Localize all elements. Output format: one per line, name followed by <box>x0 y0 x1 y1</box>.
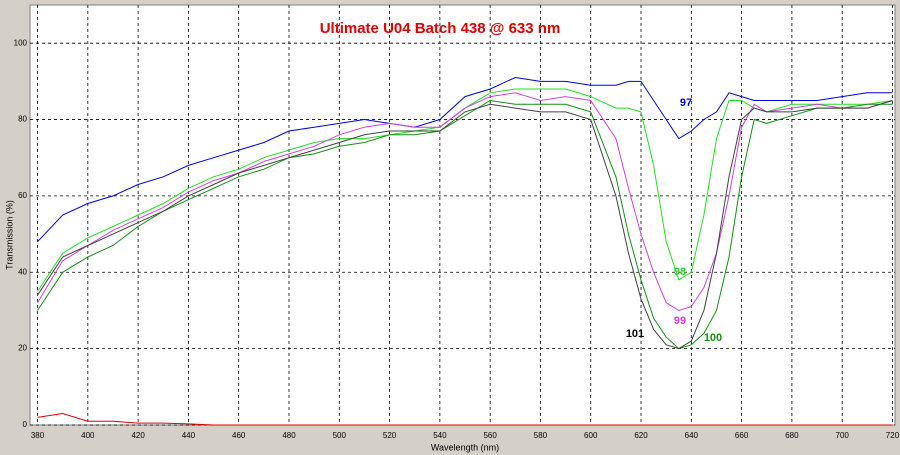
series-line <box>37 92 893 312</box>
series-line <box>37 76 893 243</box>
x-tick-label: 600 <box>584 431 598 440</box>
x-tick-label: 380 <box>31 431 45 440</box>
x-tick-label: 700 <box>836 431 850 440</box>
x-tick-label: 440 <box>182 431 196 440</box>
y-tick-label: 60 <box>18 191 27 200</box>
series-label: 101 <box>626 328 644 340</box>
x-tick-label: 540 <box>433 431 447 440</box>
x-axis-label: Wavelength (nm) <box>431 442 499 452</box>
y-tick-label: 80 <box>18 115 27 124</box>
series-line <box>37 88 893 292</box>
x-tick-label: 680 <box>785 431 799 440</box>
series-line <box>37 99 893 350</box>
x-tick-label: 420 <box>131 431 145 440</box>
plot-area <box>29 4 896 426</box>
x-tick-label: 580 <box>534 431 548 440</box>
x-tick-label: 400 <box>81 431 95 440</box>
y-tick-label: 100 <box>14 38 28 47</box>
chart-title: Ultimate U04 Batch 438 @ 633 nm <box>320 20 561 37</box>
y-tick-label: 20 <box>18 344 27 353</box>
series-line <box>37 412 893 426</box>
y-tick-label: 40 <box>18 267 27 276</box>
series-label: 97 <box>680 97 692 109</box>
series-label: 100 <box>704 332 722 344</box>
y-tick-label: 0 <box>23 420 28 429</box>
x-tick-label: 460 <box>232 431 246 440</box>
x-tick-label: 640 <box>685 431 699 440</box>
series-label: 98 <box>674 266 686 278</box>
x-tick-label: 660 <box>735 431 749 440</box>
series-label: 99 <box>674 315 686 327</box>
x-tick-label: 520 <box>383 431 397 440</box>
x-tick-label: 720 <box>886 431 900 440</box>
series-line <box>37 100 893 350</box>
y-axis-label: Transmission (%) <box>4 200 14 270</box>
x-tick-label: 480 <box>282 431 296 440</box>
x-tick-label: 620 <box>634 431 648 440</box>
x-tick-label: 500 <box>333 431 347 440</box>
x-tick-label: 560 <box>483 431 497 440</box>
